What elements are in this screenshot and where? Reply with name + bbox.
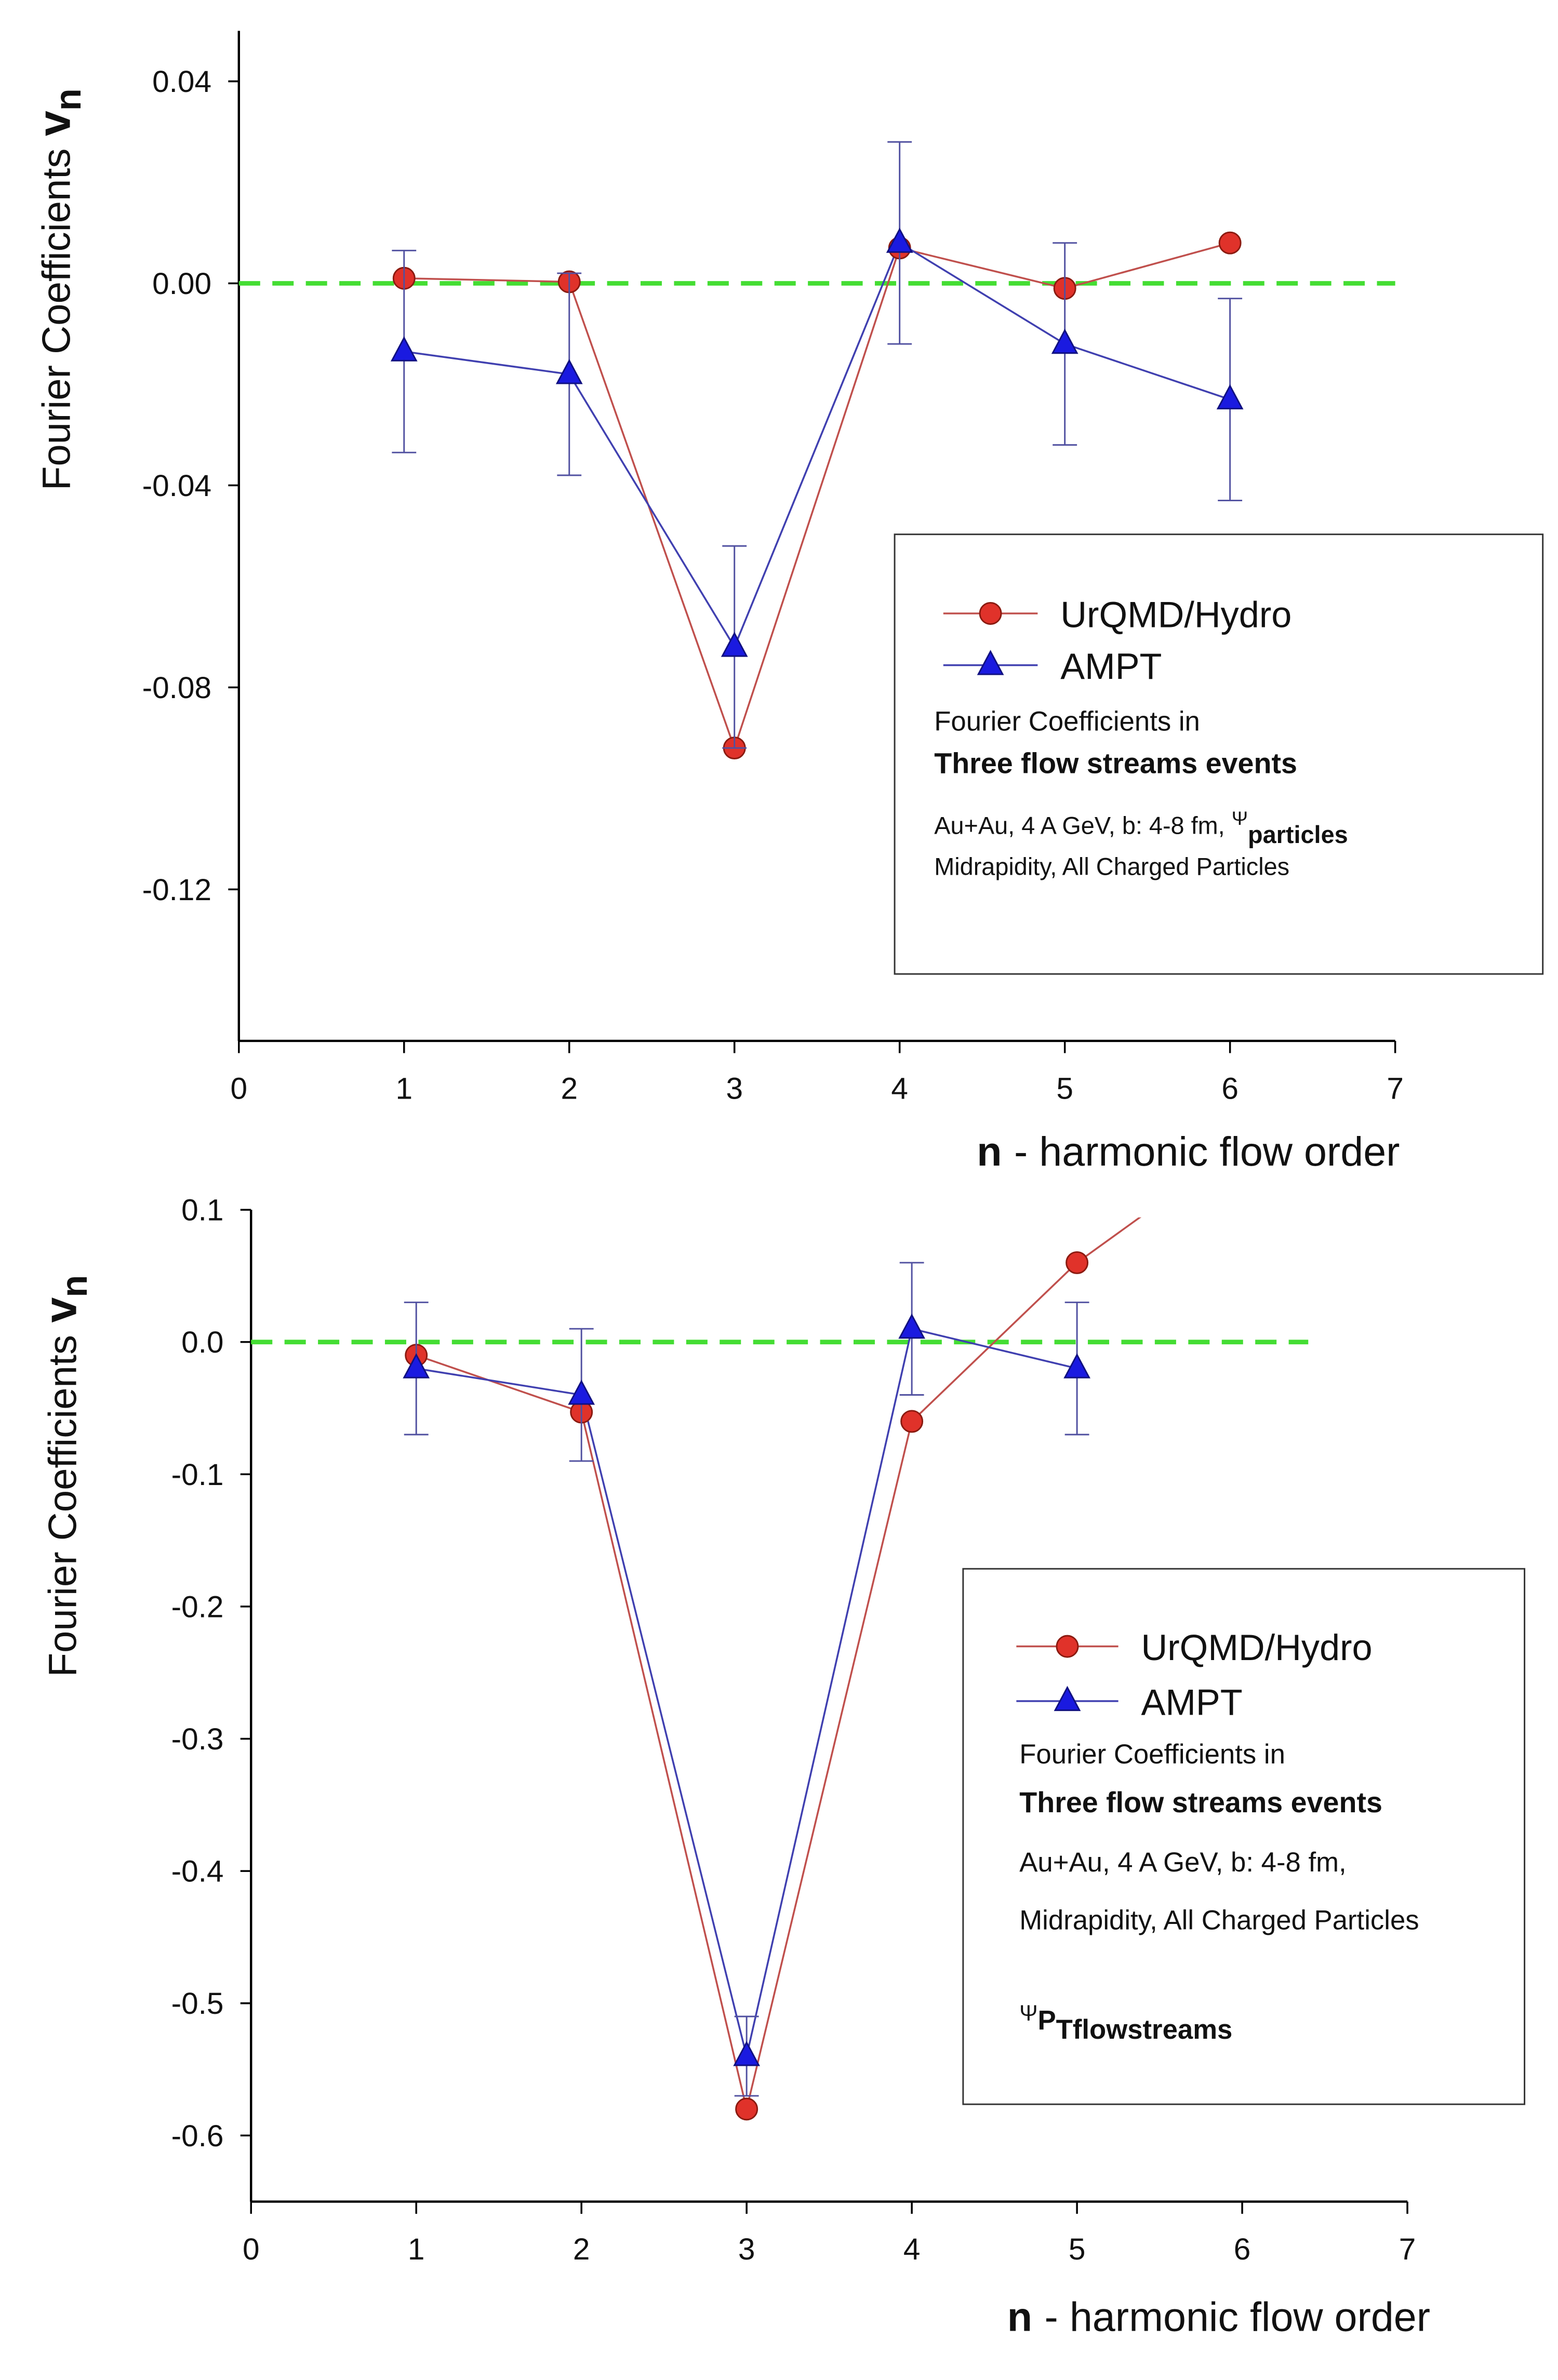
x-tick-label: 2 — [573, 2232, 590, 2266]
legend-box — [962, 1568, 1526, 2105]
y-tick-label: -0.12 — [142, 873, 211, 907]
x-label-text: - harmonic flow order — [1014, 1128, 1400, 1174]
y-label-text: Fourier Coefficients — [35, 149, 79, 491]
y-label-subscript: n — [54, 1275, 95, 1298]
x-label-symbol: n — [977, 1128, 1002, 1174]
marker — [1063, 1353, 1090, 1379]
annotation-part: Tflowstreams — [1056, 2014, 1233, 2045]
marker — [721, 632, 748, 657]
annotation-part: Fourier Coefficients in — [1019, 1739, 1285, 1770]
marker — [900, 1410, 924, 1433]
x-axis-label: n - harmonic flow order — [977, 1128, 1400, 1174]
y-label-text: Fourier Coefficients — [41, 1335, 85, 1677]
annotation: Three flow streams events — [934, 747, 1297, 780]
legend-label: AMPT — [1060, 646, 1162, 687]
marker — [1066, 1251, 1089, 1274]
chart: -0.6-0.5-0.4-0.3-0.2-0.10.00.10 1 2 3 4 5 6 7n -… — [34, 1194, 1526, 2340]
annotation-part: Three flow streams events — [934, 747, 1297, 780]
y-label-symbol: v — [34, 1297, 86, 1322]
annotation-part: P — [1037, 2005, 1056, 2036]
marker — [898, 1313, 926, 1339]
annotation: Au+Au, 4 A GeV, b: 4-8 fm, — [1019, 1847, 1346, 1878]
y-tick-label: -0.5 — [171, 1987, 224, 2021]
annotation: Fourier Coefficients in — [1019, 1739, 1285, 1770]
annotation: ΨPTflowstreams — [1019, 2001, 1232, 2045]
plot-area — [403, 1217, 1142, 2121]
y-tick-label: -0.4 — [171, 1855, 224, 1889]
y-tick-label: 0.04 — [152, 65, 211, 99]
x-tick-label: 3 — [726, 1072, 743, 1105]
marker — [568, 1380, 595, 1405]
y-label-symbol: v — [29, 111, 80, 136]
y-tick-label: -0.08 — [142, 671, 211, 705]
marker — [977, 650, 1004, 675]
marker — [1054, 1686, 1081, 1712]
y-tick-label: 0.00 — [152, 267, 211, 301]
x-tick-label: 2 — [561, 1072, 578, 1105]
y-axis-label: Fourier Coefficients vn — [29, 88, 89, 490]
x-axis-label: n - harmonic flow order — [1007, 2294, 1430, 2340]
annotation-part: Au+Au, 4 A GeV, b: 4-8 fm, — [1019, 1847, 1346, 1878]
x-tick-label: 1 — [395, 1072, 412, 1105]
marker — [555, 359, 583, 384]
x-label-text: - harmonic flow order — [1045, 2294, 1431, 2340]
x-tick-label: 5 — [1069, 2232, 1086, 2266]
annotation-part: Midrapidity, All Charged Particles — [1019, 1905, 1419, 1935]
y-axis-label: Fourier Coefficients vn — [34, 1275, 95, 1677]
x-tick-label: 1 — [408, 2232, 425, 2266]
annotation-part: Ψ — [1019, 2001, 1037, 2025]
annotation-part: Three flow streams events — [1019, 1786, 1382, 1819]
annotation-part: particles — [1248, 821, 1348, 848]
annotation: Fourier Coefficients in — [934, 706, 1200, 737]
annotation-part: Fourier Coefficients in — [934, 706, 1200, 737]
annotation-part: Au+Au, 4 A GeV, b: 4-8 fm, — [934, 812, 1231, 839]
y-tick-label: -0.04 — [142, 469, 211, 503]
series-line — [416, 1217, 1142, 2109]
y-tick-label: 0.0 — [181, 1326, 223, 1359]
y-tick-label: -0.3 — [171, 1722, 224, 1756]
y-tick-label: -0.1 — [171, 1458, 224, 1492]
series-line — [404, 242, 1231, 649]
x-tick-label: 6 — [1234, 2232, 1251, 2266]
y-tick-label: -0.6 — [171, 2119, 224, 2153]
annotation-part: Ψ — [1232, 807, 1248, 829]
marker — [735, 2097, 758, 2121]
annotation: Au+Au, 4 A GeV, b: 4-8 fm, Ψparticles — [934, 807, 1348, 848]
annotation: Three flow streams events — [1019, 1786, 1382, 1819]
annotation: Midrapidity, All Charged Particles — [934, 853, 1289, 880]
marker — [1216, 384, 1244, 410]
y-label-subscript: n — [47, 88, 88, 111]
marker — [733, 2041, 761, 2066]
marker — [1051, 328, 1078, 354]
x-tick-label: 7 — [1399, 2232, 1416, 2266]
x-tick-label: 4 — [891, 1072, 908, 1105]
annotation: Midrapidity, All Charged Particles — [1019, 1905, 1419, 1935]
marker — [403, 1353, 430, 1379]
x-tick-label: 7 — [1387, 1072, 1404, 1105]
legend-box — [894, 533, 1544, 975]
y-tick-label: 0.1 — [181, 1194, 223, 1227]
chart: -0.12 -0.08 -0.04 0.00 0.04 0 1 2 3 4 5 6 7 n - harmon… — [29, 31, 1544, 1174]
y-tick-label: -0.2 — [171, 1590, 224, 1624]
x-label-symbol: n — [1007, 2294, 1032, 2340]
marker — [886, 228, 913, 253]
marker — [1218, 231, 1242, 255]
x-tick-label: 5 — [1056, 1072, 1073, 1105]
legend-label: UrQMD/Hydro — [1141, 1627, 1373, 1668]
marker — [1056, 1635, 1079, 1658]
annotation-part: Midrapidity, All Charged Particles — [934, 853, 1289, 880]
legend-label: UrQMD/Hydro — [1060, 594, 1291, 635]
marker — [390, 336, 418, 362]
legend-label: AMPT — [1141, 1681, 1243, 1722]
x-tick-label: 0 — [243, 2232, 260, 2266]
plot-area — [390, 141, 1244, 759]
x-tick-label: 6 — [1221, 1072, 1239, 1105]
x-tick-label: 3 — [738, 2232, 755, 2266]
series-line — [404, 242, 1231, 751]
x-tick-label: 0 — [231, 1072, 248, 1105]
marker — [979, 602, 1002, 625]
x-tick-label: 4 — [903, 2232, 921, 2266]
